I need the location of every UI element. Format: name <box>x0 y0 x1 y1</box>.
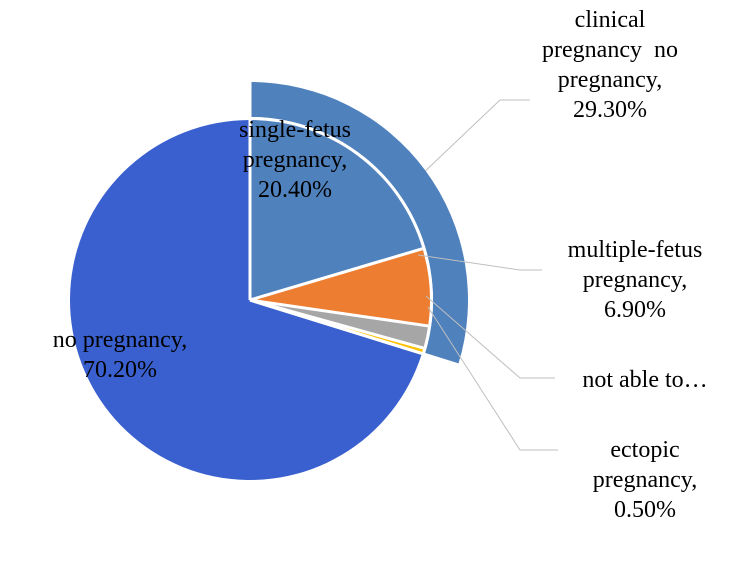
label-not-able: not able to… <box>555 365 735 395</box>
label-ectopic: ectopic pregnancy, 0.50% <box>560 435 730 525</box>
label-no-pregnancy: no pregnancy, 70.20% <box>20 325 220 385</box>
label-single-fetus: single-fetus pregnancy, 20.40% <box>195 115 395 205</box>
pie-chart: clinical pregnancy no pregnancy, 29.30% … <box>0 0 739 568</box>
label-multiple-fetus: multiple-fetus pregnancy, 6.90% <box>540 235 730 325</box>
label-outer-arc: clinical pregnancy no pregnancy, 29.30% <box>510 5 710 125</box>
